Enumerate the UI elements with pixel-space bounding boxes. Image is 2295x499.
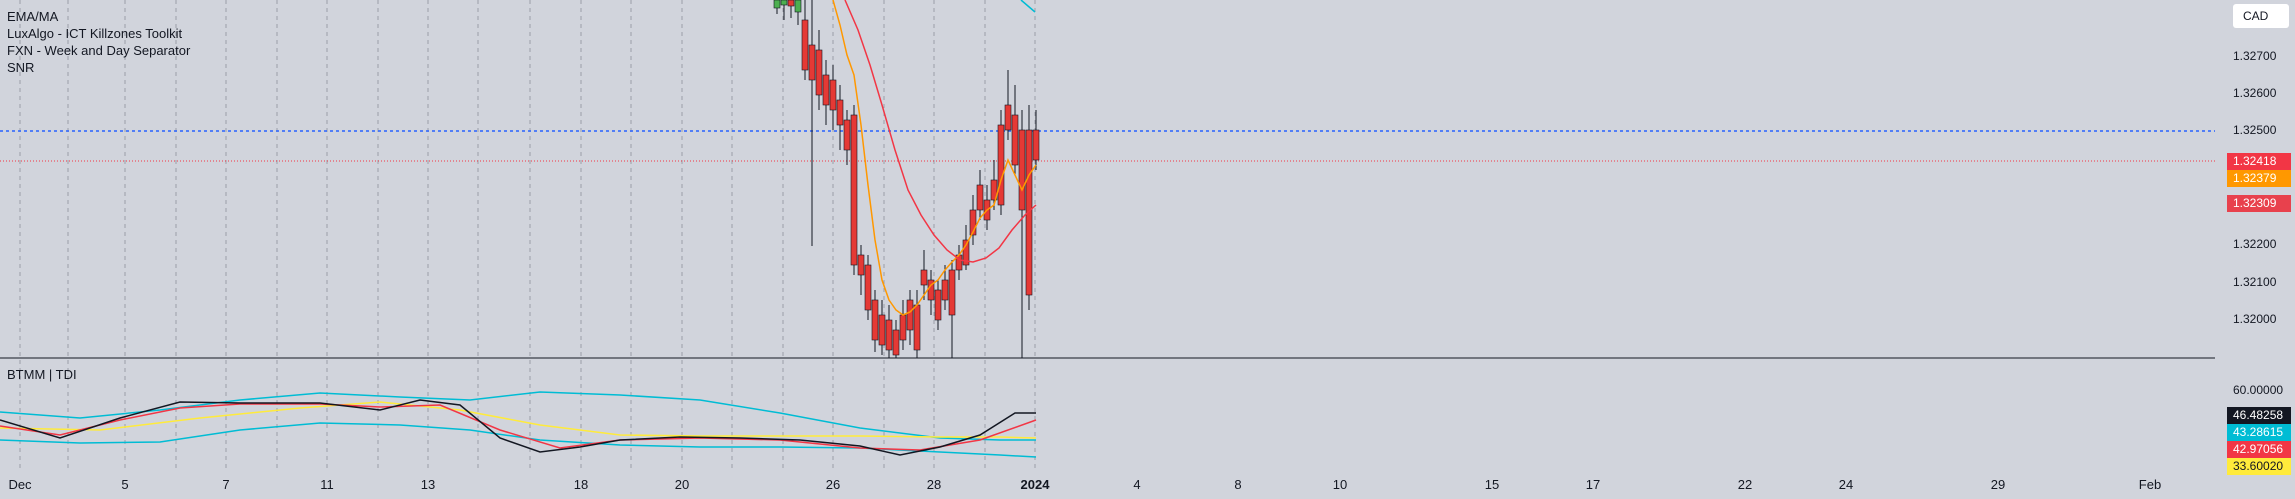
bearish-candle: [857, 254, 865, 276]
bearish-candle: [948, 269, 956, 316]
time-axis-label: Feb: [2138, 477, 2162, 492]
currency-button[interactable]: CAD: [2233, 4, 2289, 28]
bearish-candle: [864, 264, 872, 311]
tdi-pane: [0, 391, 1037, 458]
bearish-candle: [920, 269, 928, 286]
time-axis-label: 2024: [1020, 477, 1050, 492]
bearish-candle: [1032, 129, 1040, 161]
price-axis-label: 1.32000: [2233, 312, 2277, 326]
bullish-candle: [780, 0, 788, 6]
bearish-candle: [871, 299, 879, 341]
time-axis-label: 4: [1133, 477, 1141, 492]
time-axis-label: 22: [1737, 477, 1753, 492]
sub-tag-black: 46.48258: [2227, 407, 2291, 424]
bearish-candle: [836, 99, 844, 126]
tdi-line: [0, 391, 1036, 441]
bearish-candle: [997, 124, 1005, 206]
bearish-candle: [899, 314, 907, 341]
bearish-candle: [829, 79, 837, 111]
bearish-candle: [822, 74, 830, 106]
ema-slow-line: [844, 0, 1037, 263]
time-axis-label: 13: [420, 477, 436, 492]
bearish-candle: [913, 304, 921, 351]
bearish-candle: [808, 44, 816, 81]
time-axis-label: 15: [1484, 477, 1500, 492]
price-axis-label: 1.32700: [2233, 49, 2277, 63]
bullish-candle: [773, 0, 781, 9]
bearish-candle: [1011, 114, 1019, 166]
indicator-separator[interactable]: FXN - Week and Day Separator: [7, 43, 191, 58]
time-axis-label: 11: [320, 477, 334, 492]
bearish-candle: [885, 319, 893, 351]
time-axis-label: 26: [825, 477, 841, 492]
bearish-candle: [892, 329, 900, 356]
price-tag-ema-fast: 1.32379: [2227, 170, 2291, 187]
price-tag-current: 1.32418: [2227, 153, 2291, 170]
price-tag-ema-slow: 1.32309: [2227, 195, 2291, 212]
indicator-killzones[interactable]: LuxAlgo - ICT Killzones Toolkit: [7, 26, 183, 41]
time-axis-label: 7: [222, 477, 230, 492]
bearish-candle: [906, 299, 914, 331]
time-axis-label: 28: [926, 477, 942, 492]
indicator-ema-ma[interactable]: EMA/MA: [7, 9, 59, 24]
bearish-candle: [815, 49, 823, 96]
bearish-candle: [843, 119, 851, 151]
bearish-candle: [1025, 129, 1033, 296]
sub-pane-title[interactable]: BTMM | TDI: [7, 367, 77, 382]
tdi-line: [0, 403, 1037, 451]
candlesticks: [773, 0, 1040, 358]
time-axis-label: 8: [1234, 477, 1242, 492]
bearish-candle: [787, 0, 795, 7]
bearish-candle: [976, 184, 984, 211]
time-axis-label: Dec: [8, 477, 32, 492]
sub-tag-red: 42.97056: [2227, 441, 2291, 458]
bearish-candle: [878, 314, 886, 346]
price-axis-label: 1.32200: [2233, 237, 2277, 251]
price-axis-label: 1.32600: [2233, 86, 2277, 100]
bearish-candle: [990, 179, 998, 201]
sub-axis-label: 60.00000: [2233, 383, 2284, 397]
sub-tag-yellow: 33.60020: [2227, 458, 2291, 475]
sub-tag-cyan: 43.28615: [2227, 424, 2291, 441]
price-axis-label: 1.32500: [2233, 123, 2277, 137]
time-axis-label: 29: [1990, 477, 2006, 492]
bearish-candle: [850, 114, 858, 266]
bullish-candle: [794, 0, 802, 13]
bearish-candle: [969, 209, 977, 236]
cyan-fragment-line: [1020, 0, 1036, 13]
bearish-candle: [1004, 104, 1012, 131]
tdi-line: [0, 401, 1037, 439]
price-axis-label: 1.32100: [2233, 275, 2277, 289]
bearish-candle: [801, 19, 809, 71]
tdi-line: [0, 422, 1037, 458]
indicator-legend: EMA/MA LuxAlgo - ICT Killzones Toolkit F…: [7, 8, 190, 76]
ema-fast-line: [832, 0, 1037, 316]
time-axis-label: 17: [1585, 477, 1601, 492]
bearish-candle: [934, 289, 942, 321]
time-axis-label: 20: [674, 477, 690, 492]
time-axis-label: 5: [121, 477, 129, 492]
time-axis-label: 10: [1332, 477, 1348, 492]
time-axis-label: 18: [573, 477, 589, 492]
bearish-candle: [962, 239, 970, 266]
tdi-line: [0, 399, 1036, 456]
bearish-candle: [1018, 129, 1026, 211]
bearish-candle: [941, 279, 949, 301]
indicator-snr[interactable]: SNR: [7, 60, 35, 75]
time-axis-label: 24: [1838, 477, 1854, 492]
